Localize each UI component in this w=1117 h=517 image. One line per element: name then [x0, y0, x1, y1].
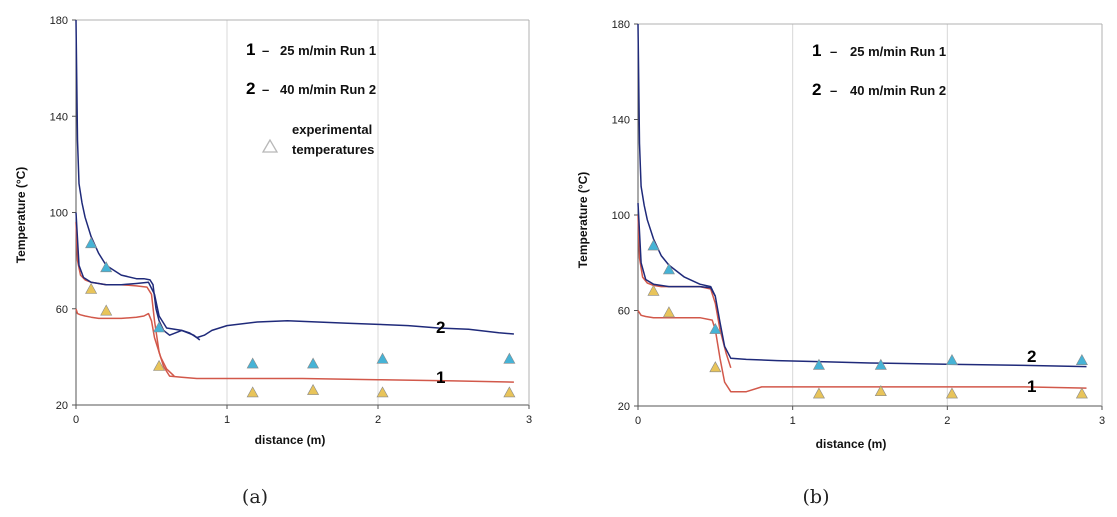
chart-b-xtick-label-3: 3	[1099, 415, 1105, 427]
chart-b-exp-run2-point-3	[812, 358, 825, 370]
chart-a-ytick-label-4: 180	[50, 15, 68, 27]
legend-a-dash-1: –	[262, 43, 269, 58]
chart-b-xtick-label-1: 1	[790, 415, 796, 427]
chart-a-caption: (a)	[242, 486, 268, 508]
chart-panel-b: 0 1 2 3 20 60 100 140 180 distance (m) Temperatu…	[558, 0, 1116, 517]
chart-a-ticks: 0 1 2 3 20 60 100 140 180	[50, 15, 532, 426]
chart-b-exp-run1-point-3	[812, 387, 825, 399]
chart-b-markers	[647, 239, 1088, 399]
chart-a-ytick-label-1: 60	[56, 304, 68, 316]
legend-b-dash-1: –	[830, 44, 837, 59]
chart-b-ytick-label-1: 60	[618, 306, 630, 318]
chart-a-ytick-label-0: 20	[56, 400, 68, 412]
chart-b-ytick-label-4: 180	[612, 19, 630, 31]
chart-a-ytick-label-2: 100	[50, 208, 68, 220]
legend-b-entry-1: 25 m/min Run 1	[850, 44, 946, 59]
chart-a-legend: 1 – 25 m/min Run 1 2 – 40 m/min Run 2 ex…	[246, 40, 376, 157]
chart-b-exp-run2-point-5	[945, 354, 958, 365]
chart-b-exp-run2-point-1	[662, 263, 675, 275]
chart-a-xtick-label-0: 0	[73, 414, 79, 426]
chart-a-exp-run1-point-3	[246, 386, 259, 398]
chart-b-series-1-line	[637, 310, 1087, 393]
chart-b-xlabel: distance (m)	[816, 437, 887, 451]
chart-b-exp-run1-point-6	[1075, 387, 1088, 399]
chart-b-exp-run1-point-1	[662, 306, 675, 318]
legend-b-num-2: 2	[812, 80, 821, 99]
legend-b-num-1: 1	[812, 41, 821, 60]
chart-b-ylabel: Temperature (°C)	[576, 172, 590, 269]
chart-a-grid	[226, 20, 379, 405]
chart-a-xtick-label-1: 1	[224, 414, 230, 426]
chart-b-series-2b-line	[637, 203, 716, 297]
chart-a-axes	[75, 19, 530, 406]
chart-a-ytick-label-3: 140	[50, 111, 68, 123]
chart-b-legend: 1 – 25 m/min Run 1 2 – 40 m/min Run 2	[812, 41, 946, 99]
chart-a-series-2b-line	[75, 212, 201, 341]
legend-a-num-2: 2	[246, 79, 255, 98]
chart-b-ytick-label-2: 100	[612, 210, 630, 222]
legend-a-entry-1: 25 m/min Run 1	[280, 43, 376, 58]
chart-b-ytick-label-3: 140	[612, 115, 630, 127]
chart-b-series-2-line	[637, 23, 1087, 368]
chart-a-exp-run1-point-2	[153, 359, 166, 371]
legend-a-entry-2: 40 m/min Run 2	[280, 82, 376, 97]
chart-a-exp-run2-point-3	[246, 357, 259, 369]
legend-a-num-1: 1	[246, 40, 255, 59]
chart-b-exp-run1-point-4	[874, 385, 887, 396]
chart-a-ylabel: Temperature (°C)	[14, 167, 28, 264]
chart-b-exp-run1-point-5	[945, 387, 958, 399]
chart-b-xtick-label-0: 0	[635, 415, 641, 427]
chart-a-series-2-line	[75, 19, 514, 339]
chart-b-curve-label-2: 2	[1027, 347, 1036, 366]
legend-a-triangle-icon	[261, 138, 279, 153]
legend-b-entry-2: 40 m/min Run 2	[850, 83, 946, 98]
chart-a-series-1b-line	[75, 308, 175, 377]
chart-a-exp-run1-point-6	[503, 386, 516, 398]
chart-a-svg: 0 1 2 3 20 60 100 140 180 distance (m) Temperatu…	[14, 15, 532, 508]
legend-a-marker-label-1: experimental	[292, 122, 372, 137]
chart-a-markers	[85, 237, 516, 398]
chart-a-exp-run2-point-6	[503, 352, 516, 364]
chart-a-exp-run2-point-1	[100, 261, 113, 273]
chart-b-exp-run2-point-6	[1075, 354, 1088, 365]
chart-b-xtick-label-2: 2	[944, 415, 950, 427]
chart-a-exp-run1-point-0	[85, 282, 98, 294]
chart-a-exp-run1-point-4	[307, 383, 320, 395]
chart-b-svg: 0 1 2 3 20 60 100 140 180 distance (m) Temperatu…	[576, 19, 1105, 508]
legend-a-marker-label-2: temperatures	[292, 142, 374, 157]
chart-a-curve-label-2: 2	[436, 318, 445, 337]
chart-a-series-1-line	[75, 222, 514, 383]
chart-a-exp-run1-point-1	[100, 304, 113, 316]
chart-a-exp-run1-point-5	[376, 386, 389, 398]
chart-b-exp-run2-point-4	[874, 358, 887, 370]
chart-a-exp-run2-point-4	[307, 357, 320, 369]
chart-a-xtick-label-3: 3	[526, 414, 532, 426]
chart-a-curve-label-1: 1	[436, 368, 445, 387]
chart-a-exp-run2-point-2	[153, 321, 166, 333]
chart-b-series	[637, 23, 1087, 393]
chart-a-exp-run2-point-5	[376, 352, 389, 364]
legend-b-dash-2: –	[830, 83, 837, 98]
chart-b-caption: (b)	[803, 486, 830, 508]
chart-b-curve-label-1: 1	[1027, 377, 1036, 396]
chart-a-xlabel: distance (m)	[255, 433, 326, 447]
chart-a-series	[75, 19, 514, 383]
chart-a-xtick-label-2: 2	[375, 414, 381, 426]
chart-b-grid	[792, 24, 948, 406]
chart-b-ticks: 0 1 2 3 20 60 100 140 180	[612, 19, 1105, 427]
chart-a-exp-run2-point-0	[85, 237, 98, 249]
chart-b-exp-run2-point-0	[647, 239, 660, 251]
chart-b-exp-run1-point-2	[709, 361, 722, 373]
legend-a-dash-2: –	[262, 82, 269, 97]
chart-b-exp-run1-point-0	[647, 284, 660, 296]
chart-b-ytick-label-0: 20	[618, 401, 630, 413]
chart-b-exp-run2-point-2	[709, 322, 722, 334]
chart-panel-a: 0 1 2 3 20 60 100 140 180 distance (m) Temperatu…	[0, 0, 558, 517]
